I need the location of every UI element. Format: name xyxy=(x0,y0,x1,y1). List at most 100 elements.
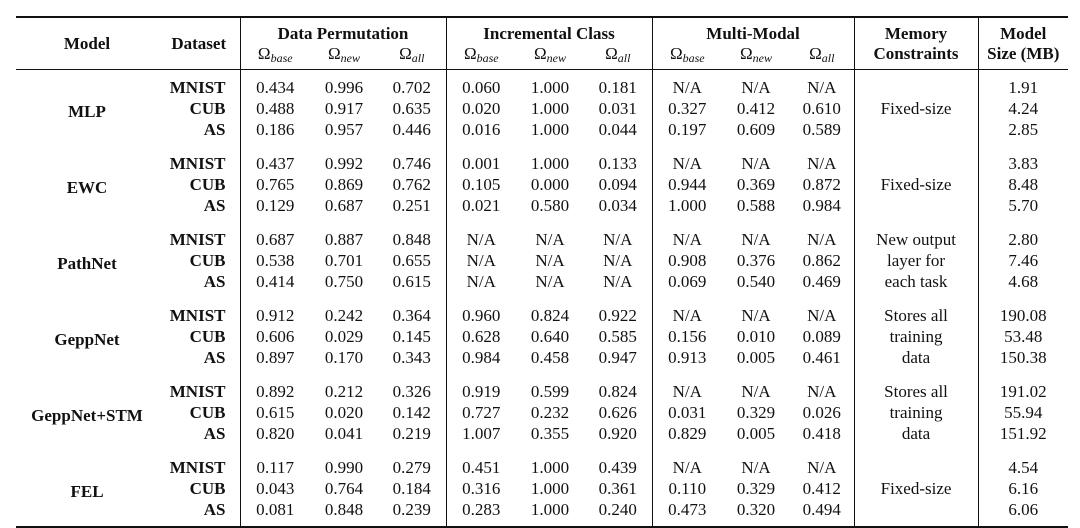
model-name: GeppNet+STM xyxy=(31,406,143,425)
table-row: AS 0.820 0.041 0.219 1.007 0.355 0.920 0.829 0.0… xyxy=(16,423,1068,450)
dp-omega-all-value: 0.142 xyxy=(378,402,447,423)
ic-omega-new-value: 0.355 xyxy=(530,424,570,443)
mm-omega-all-value: 0.984 xyxy=(790,195,855,222)
memory-constraint-text: each task xyxy=(854,271,979,298)
ic-omega-all-value: 0.181 xyxy=(584,69,653,98)
table-row: AS 0.129 0.687 0.251 0.021 0.580 0.034 1.000 0.5… xyxy=(16,195,1068,222)
table-row: FEL MNIST 0.117 0.990 0.279 0.451 1.000 0.439 N/… xyxy=(16,450,1068,501)
dp-omega-all-value: 0.279 xyxy=(378,450,447,478)
mm-omega-all-value: 0.418 xyxy=(790,423,855,450)
memory-constraint-text xyxy=(854,119,979,146)
ic-omega-base-value: 0.960 xyxy=(462,306,501,325)
memory-constraint-text: Fixed-size xyxy=(854,174,979,195)
model-size-value: 6.06 xyxy=(1008,500,1039,519)
mm-omega-base-value: 0.110 xyxy=(668,479,707,498)
ic-omega-base-value: 0.020 xyxy=(462,99,501,118)
mm-omega-all-value: N/A xyxy=(790,298,855,326)
ic-omega-all-value: 0.626 xyxy=(584,402,653,423)
mm-omega-all: Ωall xyxy=(790,44,855,70)
dataset-name: CUB xyxy=(158,402,241,423)
mm-omega-base-value: N/A xyxy=(672,154,702,173)
dp-omega-all-value: 0.343 xyxy=(378,347,447,374)
mm-omega-all-value: 0.026 xyxy=(790,402,855,423)
model-name: FEL xyxy=(70,482,104,501)
ic-omega-all-value: 0.240 xyxy=(584,499,653,527)
ic-omega-new-value: 1.000 xyxy=(530,120,570,139)
ic-omega-new-value: 1.000 xyxy=(530,500,570,519)
mm-omega-base-value: 0.069 xyxy=(668,272,707,291)
memory-header-line1: Memory xyxy=(854,17,979,44)
ic-omega-new-value: 1.000 xyxy=(530,99,570,118)
dp-omega-new-value: 0.242 xyxy=(324,306,364,325)
dp-omega-base-value: 0.434 xyxy=(256,78,295,97)
memory-constraint-text xyxy=(854,499,979,527)
ic-omega-new-value: 1.000 xyxy=(530,154,570,173)
dataset-name: CUB xyxy=(158,478,241,499)
dp-omega-new-value: 0.848 xyxy=(324,500,364,519)
dataset-name: AS xyxy=(158,119,241,146)
ic-omega-new-value: N/A xyxy=(535,272,565,291)
ic-omega-all-value: N/A xyxy=(584,250,653,271)
memory-constraint-text: training xyxy=(854,326,979,347)
mm-omega-all-value: N/A xyxy=(790,450,855,478)
mm-omega-new-value: 0.609 xyxy=(736,120,776,139)
dp-omega-base-value: 0.117 xyxy=(256,458,295,477)
mm-omega-all-value: N/A xyxy=(790,146,855,174)
ic-omega-new-value: 1.000 xyxy=(530,78,570,97)
ic-omega-all-value: 0.585 xyxy=(584,326,653,347)
ic-omega-base-value: 0.283 xyxy=(462,500,501,519)
dataset-name: MNIST xyxy=(158,69,241,98)
model-size-value: 150.38 xyxy=(999,348,1047,367)
ic-omega-all-value: 0.044 xyxy=(584,119,653,146)
ic-omega-all-value: 0.094 xyxy=(584,174,653,195)
ic-omega-base-value: 0.727 xyxy=(462,403,501,422)
table-row: GeppNet MNIST 0.912 0.242 0.364 0.960 0.824 0.9… xyxy=(16,298,1068,349)
dp-omega-all-value: 0.326 xyxy=(378,374,447,402)
table-row: CUB 0.488 0.917 0.635 0.020 1.000 0.031 0.327 0.… xyxy=(16,98,1068,119)
ic-omega-base-value: N/A xyxy=(466,272,496,291)
model-name: MLP xyxy=(68,102,106,121)
mm-omega-base-value: 0.944 xyxy=(668,175,707,194)
ic-omega-new: Ωnew xyxy=(534,44,566,65)
mm-omega-all-value: 0.089 xyxy=(790,326,855,347)
ic-omega-base: Ωbase xyxy=(463,44,499,65)
ic-omega-new-value: 0.580 xyxy=(530,196,570,215)
mm-omega-base: Ωbase xyxy=(669,44,705,65)
mm-omega-new-value: 0.005 xyxy=(736,424,776,443)
dataset-name: MNIST xyxy=(158,374,241,402)
dp-omega-new-value: 0.701 xyxy=(324,251,364,270)
ic-omega-all-value: 0.947 xyxy=(584,347,653,374)
table-row: AS 0.897 0.170 0.343 0.984 0.458 0.947 0.913 0.0… xyxy=(16,347,1068,374)
mm-omega-new-value: N/A xyxy=(741,382,771,401)
model-size-value: 190.08 xyxy=(999,306,1047,325)
mm-omega-all-value: 0.469 xyxy=(790,271,855,298)
ic-omega-new-value: 0.640 xyxy=(530,327,570,346)
ic-omega-all-value: 0.920 xyxy=(584,423,653,450)
mm-omega-new-value: 0.369 xyxy=(736,175,776,194)
table-row: AS 0.186 0.957 0.446 0.016 1.000 0.044 0.197 0.6… xyxy=(16,119,1068,146)
table-row: CUB 0.615 0.020 0.142 0.727 0.232 0.626 0.031 0.… xyxy=(16,402,1068,423)
ic-omega-all-value: 0.922 xyxy=(584,298,653,326)
dataset-name: CUB xyxy=(158,174,241,195)
dp-omega-base: Ωbase xyxy=(257,44,293,65)
data-permutation-header: Data Permutation xyxy=(240,17,447,44)
model-size-value: 191.02 xyxy=(999,382,1047,401)
mm-omega-new-value: 0.010 xyxy=(736,327,776,346)
model-size-value: 151.92 xyxy=(999,424,1047,443)
mm-omega-new-value: N/A xyxy=(741,78,771,97)
dataset-name: CUB xyxy=(158,250,241,271)
dp-omega-all: Ωall xyxy=(378,44,447,70)
dp-omega-new-value: 0.212 xyxy=(324,382,364,401)
mm-omega-base-value: 0.473 xyxy=(668,500,707,519)
ic-omega-all-value: 0.439 xyxy=(584,450,653,478)
mm-omega-base-value: 0.913 xyxy=(668,348,707,367)
memory-constraint-text: layer for xyxy=(854,250,979,271)
mm-omega-new-value: 0.376 xyxy=(736,251,776,270)
dataset-name: CUB xyxy=(158,326,241,347)
table-row: AS 0.414 0.750 0.615 N/A N/A N/A 0.069 0.540 0.46… xyxy=(16,271,1068,298)
dataset-name: MNIST xyxy=(158,222,241,250)
ic-omega-new-value: 1.000 xyxy=(530,458,570,477)
dp-omega-base-value: 0.414 xyxy=(256,272,295,291)
dp-omega-new-value: 0.917 xyxy=(324,99,364,118)
